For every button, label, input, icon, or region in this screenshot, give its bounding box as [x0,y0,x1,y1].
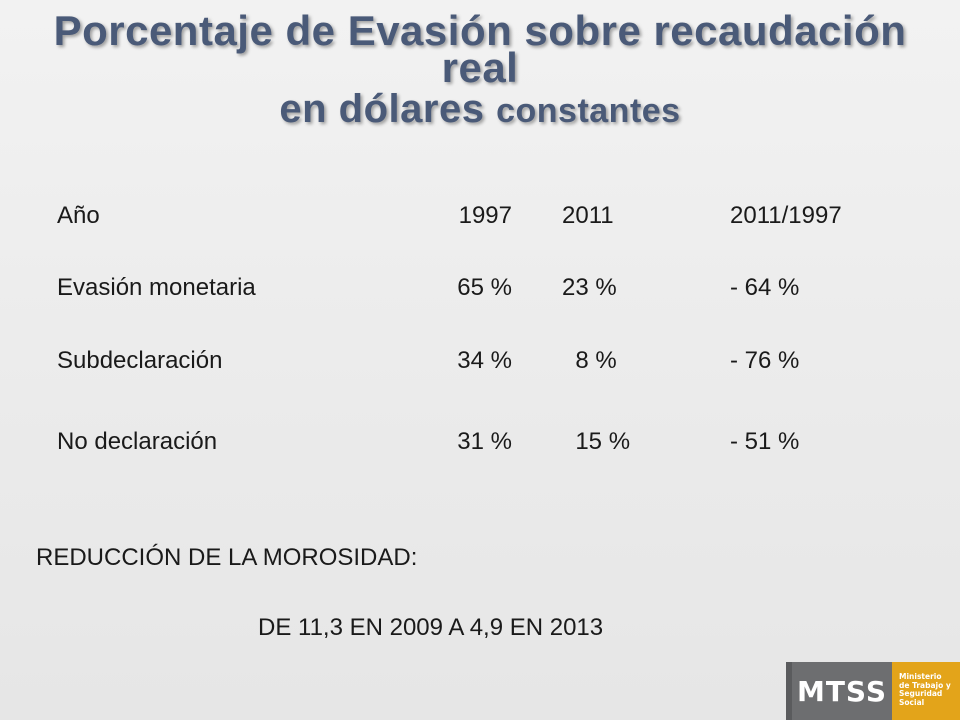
cell-2011: 8 % [562,347,617,374]
logo-ministry-name: Ministerio de Trabajo y Seguridad Social [892,662,960,720]
header-cell-year: Año [57,202,100,229]
mtss-logo: MTSS Ministerio de Trabajo y Seguridad S… [786,662,960,720]
header-cell-2011: 2011 [562,202,614,229]
table-row: No declaración 31 % 15 % - 51 % [0,422,960,462]
table-row: Evasión monetaria 65 % 23 % - 64 % [0,268,960,308]
table-row: Subdeclaración 34 % 8 % - 76 % [0,341,960,381]
title-line-3-main: en dólares [279,87,497,131]
cell-1997: 31 % [457,428,512,455]
logo-name-line: Ministerio [899,672,942,681]
morosidad-heading: REDUCCIÓN DE LA MOROSIDAD: [36,544,418,571]
row-label: No declaración [57,428,218,455]
logo-name-line: Social [899,697,925,707]
header-cell-ratio: 2011/1997 [730,202,842,229]
title-line-2: real [441,44,519,91]
cell-2011: 15 % [562,428,631,455]
logo-name-line: Seguridad [899,689,943,698]
cell-2011: 23 % [562,274,617,301]
title-line-3-small: constantes [496,92,681,130]
cell-ratio: - 64 % [730,274,800,301]
header-cell-1997: 1997 [458,202,512,229]
logo-acronym: MTSS [786,662,892,720]
cell-1997: 34 % [457,347,512,374]
title-line-3: en dólares constantes [0,86,960,134]
row-label: Evasión monetaria [57,274,256,301]
cell-ratio: - 51 % [730,428,800,455]
logo-name-line: de Trabajo y [899,680,951,690]
morosidad-detail: DE 11,3 EN 2009 A 4,9 EN 2013 [258,614,604,641]
row-label: Subdeclaración [57,347,223,374]
cell-1997: 65 % [457,274,512,301]
cell-ratio: - 76 % [730,347,800,374]
table-header-row: Año 1997 2011 2011/1997 [0,196,960,236]
page-title: Porcentaje de Evasión sobre recaudación … [0,7,960,134]
title-line-1: Porcentaje de Evasión sobre recaudación [53,7,907,54]
